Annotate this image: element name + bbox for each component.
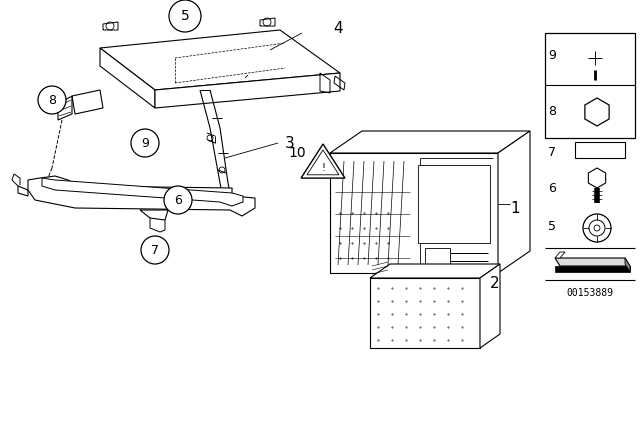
Text: 10: 10 — [288, 146, 306, 160]
Polygon shape — [155, 73, 340, 108]
Circle shape — [169, 0, 201, 32]
Text: 2: 2 — [490, 276, 500, 290]
Polygon shape — [498, 131, 530, 273]
Polygon shape — [545, 33, 635, 138]
Text: 00153889: 00153889 — [566, 288, 614, 298]
Text: 8: 8 — [48, 94, 56, 107]
Text: 7: 7 — [548, 146, 556, 159]
Text: 6: 6 — [548, 181, 556, 194]
Circle shape — [141, 236, 169, 264]
Polygon shape — [307, 150, 339, 175]
Text: 6: 6 — [174, 194, 182, 207]
Polygon shape — [588, 168, 605, 188]
Text: 5: 5 — [180, 9, 189, 23]
Polygon shape — [301, 144, 345, 178]
Polygon shape — [330, 153, 498, 273]
Polygon shape — [555, 266, 630, 272]
Text: 4: 4 — [333, 21, 343, 35]
Polygon shape — [575, 142, 625, 158]
Polygon shape — [585, 98, 609, 126]
Polygon shape — [625, 258, 630, 272]
Text: !: ! — [321, 163, 325, 173]
Text: 7: 7 — [151, 244, 159, 257]
Text: 3: 3 — [285, 135, 295, 151]
Polygon shape — [480, 264, 500, 348]
Polygon shape — [370, 264, 500, 278]
Text: 8: 8 — [548, 104, 556, 117]
Polygon shape — [555, 252, 565, 258]
Text: 9: 9 — [141, 137, 149, 150]
Polygon shape — [72, 90, 103, 114]
Polygon shape — [418, 165, 490, 243]
Polygon shape — [330, 131, 530, 153]
Text: 9: 9 — [548, 48, 556, 61]
Text: 5: 5 — [548, 220, 556, 233]
Circle shape — [38, 86, 66, 114]
Polygon shape — [555, 258, 630, 266]
Polygon shape — [28, 176, 255, 216]
Polygon shape — [100, 48, 155, 108]
Polygon shape — [42, 178, 243, 206]
Text: 1: 1 — [510, 201, 520, 215]
Polygon shape — [425, 248, 450, 265]
Polygon shape — [100, 30, 340, 90]
Circle shape — [131, 129, 159, 157]
Circle shape — [164, 186, 192, 214]
Polygon shape — [370, 278, 480, 348]
